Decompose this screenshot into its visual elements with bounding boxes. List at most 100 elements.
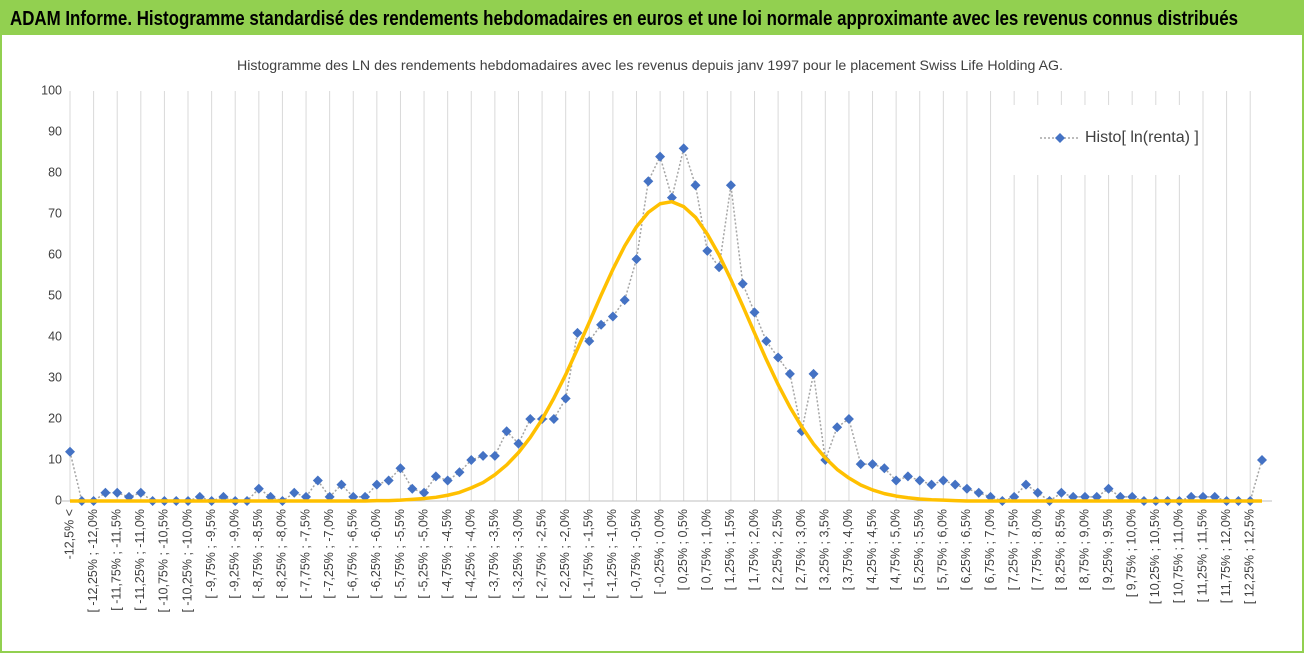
marker	[383, 475, 394, 486]
marker	[690, 180, 701, 191]
marker	[914, 475, 925, 486]
marker	[1056, 487, 1067, 498]
x-tick-label: [ 9,75% ; 10,0%	[1124, 509, 1138, 597]
x-tick-label: [ 6,25% ; 6,5%	[959, 509, 973, 590]
header-bar	[0, 0, 1304, 34]
marker	[749, 307, 760, 318]
legend-label: Histo[ ln(renta) ]	[1085, 129, 1199, 146]
y-tick-label: 100	[41, 83, 62, 97]
marker	[548, 414, 559, 424]
legend-box	[1000, 105, 1200, 175]
marker	[973, 487, 984, 498]
x-tick-label: [ 10,75% ; 11,0%	[1172, 509, 1186, 603]
x-tick-label: [ -1,25% ; -1,0%	[605, 509, 619, 599]
normal-curve	[70, 199, 1262, 503]
marker	[666, 192, 677, 203]
marker	[1257, 455, 1267, 465]
x-tick-label: [ 8,25% ; 8,5%	[1054, 509, 1068, 590]
x-tick-label: [ 9,25% ; 9,5%	[1101, 509, 1115, 590]
marker	[832, 422, 843, 433]
marker	[784, 368, 795, 379]
x-tick-label: [ -2,25% ; -2,0%	[558, 509, 572, 599]
marker	[643, 176, 654, 187]
x-tick-label: [ 5,25% ; 5,5%	[912, 509, 926, 590]
x-tick-label: [ -5,75% ; -5,5%	[393, 509, 407, 599]
marker	[855, 459, 866, 470]
x-tick-label: [ 2,75% ; 3,0%	[794, 509, 808, 590]
x-tick-label: [ -4,75% ; -4,5%	[440, 509, 454, 599]
x-tick-label: [ -5,25% ; -5,0%	[416, 509, 430, 599]
marker	[513, 438, 524, 449]
y-tick-label: 10	[48, 452, 62, 466]
x-tick-label: [ -10,25% ; -10,0%	[180, 509, 194, 613]
x-tick-label: [ 12,25% ; 12,5%	[1242, 509, 1256, 604]
marker	[902, 471, 913, 482]
x-tick-label: [ 5,75% ; 6,0%	[936, 509, 950, 590]
x-tick-label: [ -3,75% ; -3,5%	[487, 509, 501, 599]
y-tick-label: 0	[55, 493, 62, 507]
x-tick-label: [ -6,25% ; -6,0%	[369, 509, 383, 599]
marker	[253, 483, 264, 494]
marker	[725, 180, 736, 191]
marker	[112, 487, 123, 498]
marker	[478, 450, 489, 461]
marker	[631, 254, 642, 265]
x-tick-label: -12,5% <	[62, 509, 76, 559]
marker	[1103, 483, 1114, 494]
x-tick-label: [ -7,25% ; -7,0%	[322, 509, 336, 599]
y-tick-label: 70	[48, 206, 62, 220]
marker	[1020, 479, 1031, 490]
header-title: ADAM Informe. Histogramme standardisé de…	[10, 8, 1238, 30]
marker	[655, 151, 666, 162]
marker	[371, 479, 382, 490]
x-tick-label: [ 0,25% ; 0,5%	[676, 509, 690, 590]
x-tick-label: [ -3,25% ; -3,0%	[511, 509, 525, 599]
marker	[950, 479, 961, 490]
marker	[808, 368, 819, 379]
x-tick-label: [ -0,25% ; 0,0%	[652, 509, 666, 594]
x-tick-label: [ 11,75% ; 12,0%	[1219, 509, 1233, 603]
x-tick-label: [ -8,75% ; -8,5%	[251, 509, 265, 599]
x-tick-label: [ 6,75% ; 7,0%	[983, 509, 997, 590]
x-tick-label: [ 8,75% ; 9,0%	[1077, 509, 1091, 590]
x-tick-label: [ -9,75% ; -9,5%	[204, 509, 218, 599]
marker	[454, 467, 465, 478]
marker	[135, 487, 146, 498]
marker	[572, 327, 583, 338]
y-tick-label: 60	[48, 247, 62, 261]
x-tick-label: [ -7,75% ; -7,5%	[298, 509, 312, 599]
y-tick-label: 20	[48, 411, 62, 425]
x-tick-label: [ -11,75% ; -11,5%	[110, 509, 124, 611]
x-tick-label: [ 10,25% ; 10,5%	[1148, 509, 1162, 604]
x-tick-label: [ 7,25% ; 7,5%	[1006, 509, 1020, 590]
marker	[607, 311, 618, 322]
marker	[419, 487, 430, 498]
marker	[867, 459, 878, 470]
marker	[926, 479, 937, 490]
y-tick-label: 50	[48, 288, 62, 302]
x-tick-label: [ -8,25% ; -8,0%	[275, 509, 289, 599]
marker	[312, 475, 323, 486]
marker	[773, 352, 784, 363]
marker	[843, 414, 854, 424]
marker	[430, 471, 441, 482]
marker	[489, 450, 500, 461]
marker	[560, 393, 571, 404]
y-tick-label: 40	[48, 329, 62, 343]
legend-marker	[1055, 133, 1065, 143]
marker	[891, 475, 902, 486]
x-tick-label: [ 3,25% ; 3,5%	[818, 509, 832, 590]
x-tick-label: [ 4,75% ; 5,0%	[888, 509, 902, 590]
marker	[879, 463, 890, 474]
x-tick-label: [ -6,75% ; -6,5%	[346, 509, 360, 599]
marker	[961, 483, 972, 494]
x-tick-label: [ -10,75% ; -10,5%	[157, 509, 171, 613]
marker	[596, 319, 607, 330]
x-tick-label: [ 1,75% ; 2,0%	[747, 509, 761, 590]
x-tick-label: [ -0,75% ; -0,5%	[629, 509, 643, 599]
marker	[65, 446, 75, 457]
x-tick-label: [ 11,25% ; 11,5%	[1195, 509, 1209, 602]
x-tick-label: [ 7,75% ; 8,0%	[1030, 509, 1044, 590]
marker	[584, 336, 595, 347]
